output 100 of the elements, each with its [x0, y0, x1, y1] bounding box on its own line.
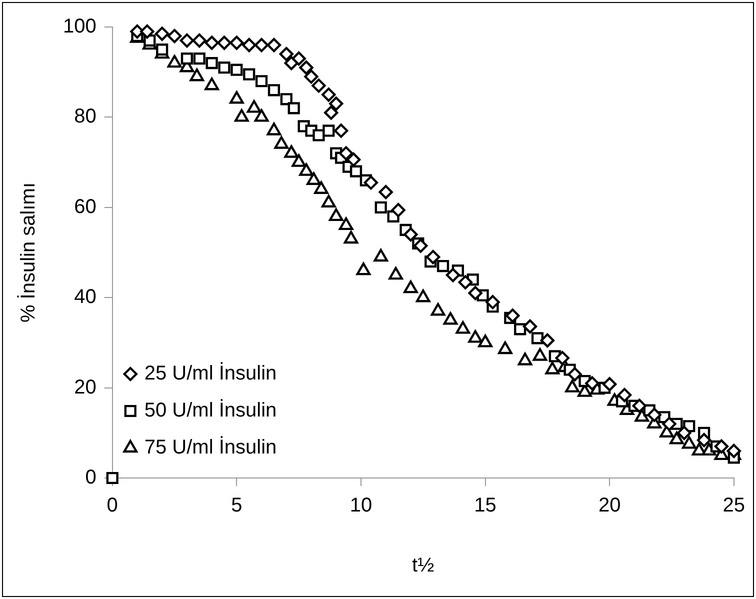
- x-tick-label: 15: [474, 494, 496, 517]
- point: [602, 377, 617, 392]
- point: [522, 319, 538, 334]
- point: [632, 398, 647, 413]
- point: [682, 436, 696, 449]
- point: [266, 38, 282, 52]
- point: [498, 341, 512, 354]
- point: [180, 33, 194, 48]
- point: [478, 334, 492, 348]
- point: [374, 201, 387, 214]
- point: [312, 129, 325, 142]
- point: [555, 350, 570, 366]
- point: [486, 295, 500, 310]
- y-tick-label: 40: [74, 286, 96, 308]
- point: [378, 184, 393, 200]
- point: [329, 96, 344, 111]
- point: [180, 52, 193, 65]
- x-tick-label: 0: [106, 494, 118, 517]
- point: [299, 60, 314, 75]
- point: [328, 208, 344, 222]
- point: [714, 439, 729, 454]
- point: [456, 321, 470, 334]
- x-axis-title: t½: [412, 554, 435, 577]
- point: [288, 102, 300, 114]
- point: [468, 286, 482, 300]
- point: [230, 64, 243, 76]
- point: [426, 250, 440, 264]
- point: [242, 38, 256, 52]
- point: [338, 146, 354, 160]
- point: [338, 217, 354, 230]
- point: [506, 308, 520, 323]
- y-tick-label: 20: [74, 376, 96, 398]
- point: [322, 124, 335, 137]
- x-tick-label: 10: [350, 494, 372, 517]
- y-tick-label: 80: [74, 106, 96, 128]
- point: [647, 408, 662, 422]
- point: [280, 93, 292, 106]
- point: [414, 238, 428, 253]
- point: [391, 203, 406, 218]
- point: [304, 70, 318, 84]
- point: [346, 152, 361, 167]
- point: [404, 227, 418, 242]
- point: [322, 88, 336, 102]
- y-tick-label: 100: [62, 16, 96, 38]
- y-axis-title: % İnsulin salımı: [16, 182, 40, 323]
- point: [254, 38, 269, 52]
- point: [292, 51, 306, 66]
- point: [356, 262, 371, 276]
- point: [334, 124, 348, 138]
- y-tick-label: 60: [74, 196, 96, 218]
- point: [568, 367, 582, 382]
- point: [430, 303, 446, 316]
- point: [404, 280, 418, 294]
- point: [446, 268, 460, 282]
- point: [585, 376, 600, 390]
- point: [443, 312, 458, 325]
- point: [230, 36, 244, 50]
- point: [458, 275, 472, 290]
- y-tick-label: 0: [85, 466, 96, 489]
- point: [324, 106, 338, 120]
- point: [545, 362, 560, 374]
- point: [726, 444, 741, 458]
- x-tick-label: 20: [598, 494, 621, 517]
- x-tick-label: 5: [231, 494, 242, 517]
- point: [617, 388, 632, 402]
- point: [532, 348, 548, 361]
- point: [193, 52, 206, 65]
- legend-label: 75 U/ml İnsulin: [144, 436, 277, 459]
- point: [130, 24, 144, 39]
- point: [540, 333, 555, 348]
- point: [243, 68, 256, 80]
- point: [565, 380, 580, 392]
- point: [217, 36, 232, 50]
- point: [364, 175, 378, 190]
- point: [388, 266, 403, 280]
- point: [312, 78, 326, 93]
- point: [416, 290, 430, 302]
- point: [670, 432, 684, 444]
- point: [268, 84, 280, 96]
- point: [350, 165, 362, 178]
- point: [204, 36, 219, 50]
- point: [255, 75, 268, 88]
- point: [192, 33, 206, 48]
- point: [468, 330, 482, 343]
- point: [140, 24, 154, 39]
- point: [167, 28, 182, 44]
- legend-label: 25 U/ml İnsulin: [144, 362, 277, 385]
- legend-label: 50 U/ml İnsulin: [144, 398, 277, 422]
- point: [154, 26, 170, 41]
- point: [662, 416, 676, 431]
- point: [206, 57, 218, 70]
- x-tick-label: 25: [722, 494, 745, 517]
- point: [518, 352, 532, 366]
- point: [218, 62, 230, 74]
- point: [696, 433, 712, 448]
- point: [156, 44, 168, 56]
- point: [344, 230, 358, 244]
- point: [531, 332, 544, 344]
- point: [436, 260, 450, 272]
- point: [514, 323, 526, 336]
